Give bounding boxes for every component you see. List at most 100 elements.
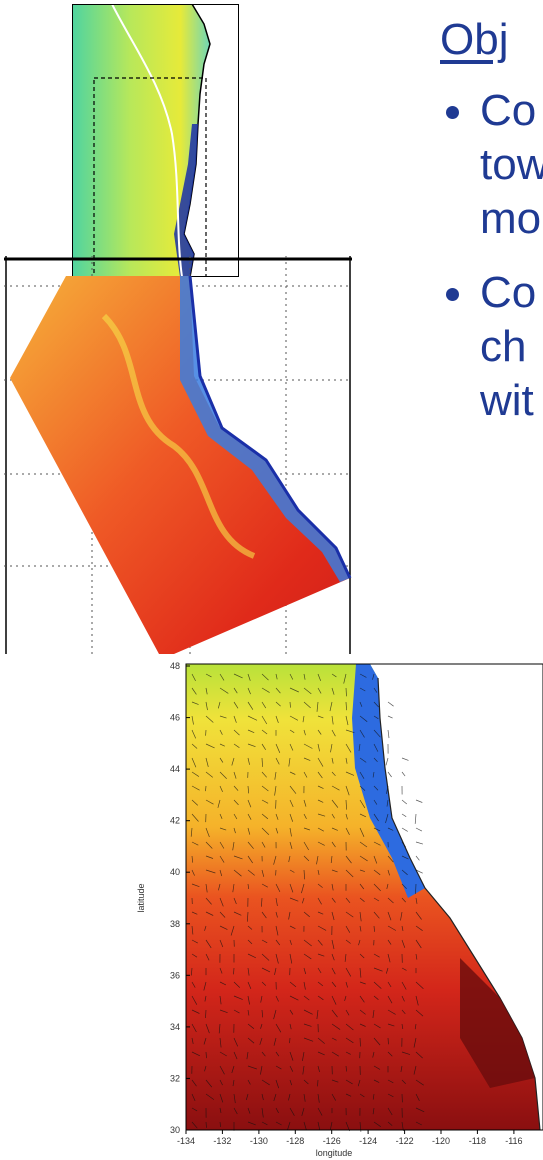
velocity-arrow (191, 743, 198, 749)
velocity-arrow (401, 869, 408, 876)
velocity-arrow (357, 1079, 361, 1087)
velocity-arrow (359, 673, 367, 678)
x-tick-label: -122 (396, 1136, 414, 1146)
bullet-2-line-3: wit (480, 376, 534, 425)
velocity-arrow (359, 925, 362, 932)
velocity-arrow (261, 869, 265, 877)
velocity-arrow (247, 869, 255, 876)
velocity-arrow (289, 771, 296, 775)
velocity-arrow (191, 1051, 201, 1057)
velocity-arrow (317, 925, 327, 931)
velocity-arrow (289, 799, 294, 808)
velocity-arrow (273, 855, 277, 865)
velocity-arrow (345, 897, 351, 904)
domain-map-inset (72, 4, 239, 277)
velocity-arrow (219, 715, 227, 719)
velocity-arrow (345, 771, 355, 776)
velocity-arrow (345, 939, 351, 944)
velocity-arrow (415, 869, 423, 874)
velocity-arrow (401, 1009, 406, 1015)
x-tick-label: -116 (505, 1136, 522, 1146)
velocity-arrow (261, 673, 269, 681)
velocity-arrow (400, 1065, 403, 1072)
velocity-arrow (359, 785, 366, 791)
velocity-arrow (288, 911, 291, 920)
velocity-arrow (205, 743, 215, 749)
velocity-arrow (415, 1121, 422, 1126)
velocity-arrow (373, 743, 379, 752)
velocity-arrow (401, 771, 406, 777)
velocity-arrow (331, 1051, 339, 1057)
velocity-arrow (415, 841, 424, 845)
velocity-arrow (301, 897, 305, 904)
velocity-arrow (345, 799, 347, 810)
velocity-arrow (288, 855, 291, 863)
velocity-arrow (205, 701, 208, 711)
velocity-arrow (372, 1009, 375, 1019)
velocity-arrow (359, 1023, 366, 1027)
velocity-arrow (359, 967, 362, 978)
velocity-arrow (232, 883, 235, 893)
velocity-arrow (359, 981, 366, 985)
velocity-arrow (275, 687, 281, 694)
velocity-arrow (219, 911, 226, 918)
velocity-arrow (274, 785, 277, 796)
velocity-arrow (275, 925, 279, 936)
velocity-arrow (359, 841, 368, 848)
velocity-arrow (233, 897, 237, 905)
velocity-arrow (233, 827, 236, 834)
y-tick-label: 44 (170, 764, 180, 774)
velocity-arrow (331, 785, 340, 791)
velocity-arrow (233, 869, 242, 877)
velocity-arrow (317, 1079, 319, 1087)
velocity-arrow (401, 925, 404, 931)
velocity-arrow (191, 953, 198, 958)
bottom-map-coast-cool (352, 664, 425, 898)
velocity-arrow (373, 967, 383, 972)
velocity-arrow (401, 1051, 411, 1055)
velocity-arrow (401, 799, 408, 805)
velocity-arrow (372, 1107, 375, 1115)
x-tick-label: -126 (323, 1136, 341, 1146)
velocity-arrow (317, 813, 326, 817)
velocity-arrow (289, 687, 299, 693)
velocity-arrow (219, 1009, 228, 1014)
velocity-arrow (205, 771, 214, 778)
velocity-arrow (247, 939, 253, 945)
velocity-arrow (373, 883, 381, 892)
velocity-arrow (205, 687, 208, 695)
velocity-arrow (401, 967, 407, 971)
velocity-arrow (387, 869, 390, 876)
velocity-arrow (387, 1051, 393, 1057)
velocity-arrow (415, 995, 419, 1006)
velocity-arrow (401, 939, 406, 948)
velocity-arrow (372, 673, 375, 680)
bullet-1-line-3: mo (480, 194, 542, 243)
velocity-arrow (275, 715, 279, 724)
velocity-arrow (233, 967, 235, 975)
velocity-arrow (302, 1065, 305, 1075)
velocity-arrow (303, 855, 310, 862)
velocity-arrow (247, 1079, 251, 1085)
velocity-arrow (317, 911, 324, 915)
velocity-arrow (303, 1121, 307, 1131)
velocity-arrow (190, 967, 193, 976)
velocity-arrow (289, 1079, 293, 1086)
velocity-arrow (317, 883, 323, 888)
velocity-arrow (191, 1079, 197, 1087)
velocity-arrow (247, 687, 251, 695)
velocity-arrow (275, 757, 280, 765)
velocity-arrow (233, 855, 243, 860)
velocity-arrow (233, 1051, 238, 1060)
velocity-arrow (219, 1121, 221, 1128)
velocity-arrow (247, 701, 254, 710)
velocity-arrow (373, 1121, 381, 1127)
velocity-arrow (219, 1037, 222, 1048)
velocity-arrow (233, 981, 241, 988)
velocity-arrow (191, 869, 195, 876)
velocity-arrow (303, 939, 312, 947)
velocity-arrow (372, 1093, 375, 1100)
velocity-arrow (261, 897, 263, 907)
velocity-arrow (275, 1107, 279, 1114)
y-tick-label: 38 (170, 919, 180, 929)
